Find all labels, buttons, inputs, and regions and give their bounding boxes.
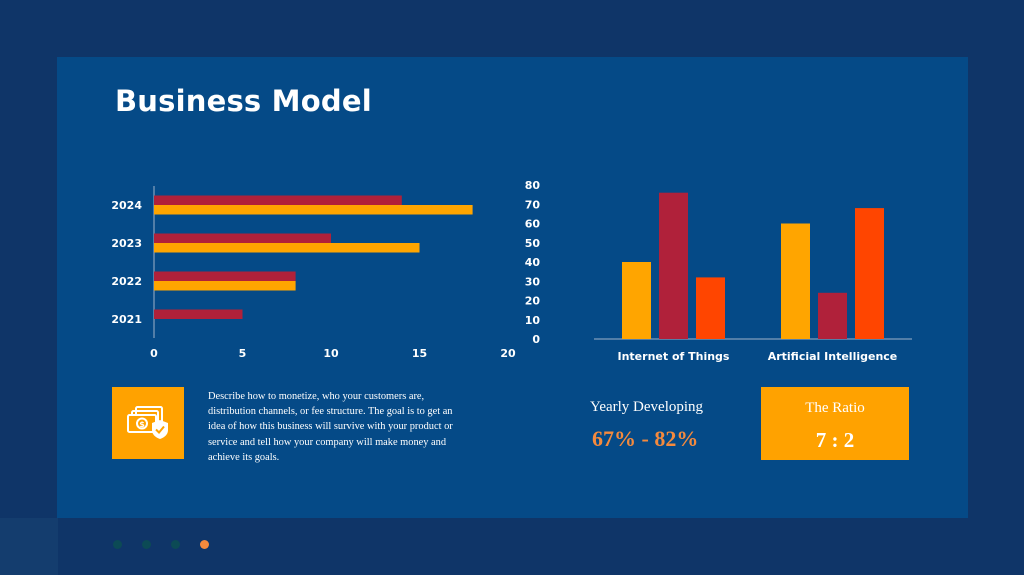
- bar: [622, 262, 651, 339]
- ratio-label: The Ratio: [805, 400, 865, 416]
- money-shield-icon: $: [127, 406, 168, 439]
- y-tick-label: 2022: [111, 275, 142, 288]
- bar: [154, 271, 296, 281]
- horizontal-bar-chart: 2021 2022 2023 2024 0 5 10 15 20: [111, 186, 516, 360]
- bar: [154, 205, 473, 215]
- y-tick-label: 80: [525, 179, 541, 192]
- x-tick-label: 15: [412, 347, 427, 360]
- y-tick-label: 50: [525, 237, 541, 250]
- y-tick-label: 40: [525, 256, 541, 269]
- x-tick-label: Artificial Intelligence: [768, 350, 898, 363]
- pagination-dot[interactable]: [113, 540, 122, 549]
- pagination-dot[interactable]: [142, 540, 151, 549]
- x-tick-label: 5: [239, 347, 247, 360]
- y-tick-label: 2023: [111, 237, 142, 250]
- bar: [154, 243, 420, 253]
- bar: [659, 192, 688, 339]
- ratio-box: The Ratio 7 : 2: [761, 387, 909, 460]
- x-tick-label: Internet of Things: [618, 350, 730, 363]
- bar: [154, 233, 331, 243]
- ratio-value: 7 : 2: [815, 428, 855, 452]
- y-tick-label: 70: [525, 198, 541, 211]
- y-tick-label: 30: [525, 275, 541, 288]
- bar: [154, 309, 243, 319]
- vertical-bar-chart: 0 10 20 30 40 50 60 70 80 Internet of Things Artif…: [525, 179, 912, 363]
- bar: [818, 292, 847, 339]
- pagination-dot[interactable]: [171, 540, 180, 549]
- bar: [781, 223, 810, 339]
- y-tick-label: 2024: [111, 199, 142, 212]
- money-icon-box: $: [112, 387, 184, 459]
- pagination-dot-active[interactable]: [200, 540, 209, 549]
- bar: [154, 195, 402, 205]
- x-tick-label: 0: [150, 347, 158, 360]
- y-tick-label: 60: [525, 218, 541, 231]
- x-tick-label: 10: [323, 347, 339, 360]
- y-tick-label: 10: [525, 314, 541, 327]
- svg-text:$: $: [139, 420, 145, 429]
- yearly-developing-label: Yearly Developing: [590, 399, 704, 415]
- x-tick-label: 20: [500, 347, 516, 360]
- bar: [855, 208, 884, 339]
- corner-accent: [0, 518, 58, 575]
- description-text: Describe how to monetize, who your custo…: [208, 391, 453, 463]
- bar: [154, 281, 296, 291]
- y-tick-label: 0: [532, 333, 540, 346]
- yearly-developing-value: 67% - 82%: [592, 426, 699, 451]
- y-tick-label: 20: [525, 295, 541, 308]
- y-tick-label: 2021: [111, 313, 142, 326]
- bar: [696, 277, 725, 339]
- page-title: Business Model: [115, 84, 372, 118]
